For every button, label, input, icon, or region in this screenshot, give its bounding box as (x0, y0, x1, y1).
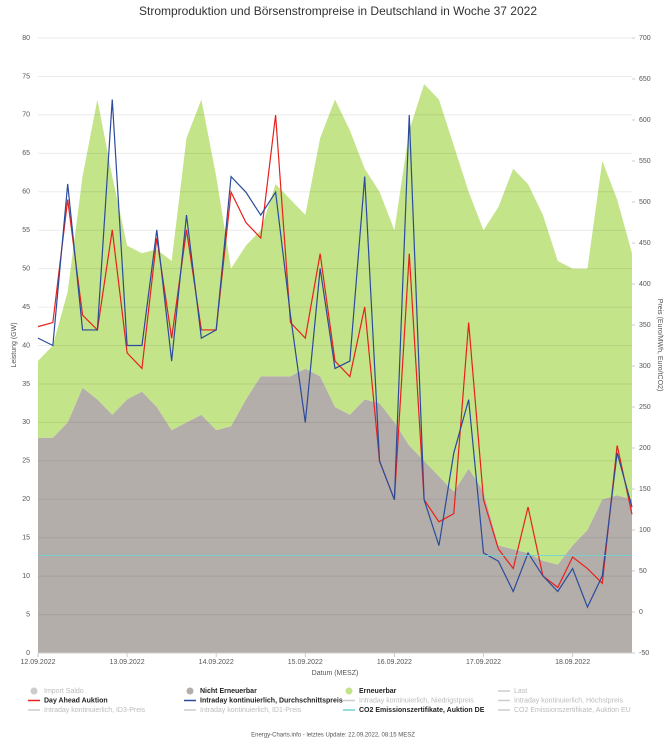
y-tick-label: 20 (22, 496, 30, 503)
y2-tick-label: 250 (639, 404, 651, 411)
chart-title: Stromproduktion und Börsenstrompreise in… (139, 4, 537, 18)
line (37, 99, 633, 609)
legend-label: Intraday kontinuierlich, ID1-Preis (200, 707, 302, 714)
footer: Energy-Charts.info - letztes Update: 22.… (251, 733, 415, 739)
y-tick-label: 55 (22, 227, 30, 234)
y2-tick-label: 0 (639, 609, 643, 616)
y-tick-label: 10 (22, 573, 30, 580)
y-tick-label: 70 (22, 112, 30, 119)
y-tick-label: 60 (22, 189, 30, 196)
x-tick-label: 14.09.2022 (199, 659, 234, 666)
legend-label: Last (514, 688, 527, 695)
legend-label: Import Saldo (44, 688, 84, 695)
y-tick-label: 15 (22, 535, 30, 542)
legend-label: Nicht Erneuerbar (200, 688, 257, 695)
y-tick-label: 45 (22, 304, 30, 311)
legend-label: Day Ahead Auktion (44, 697, 108, 704)
y2-tick-label: 600 (639, 117, 651, 124)
x-tick-label: 12.09.2022 (20, 659, 55, 666)
x-tick-label: 17.09.2022 (466, 659, 501, 666)
y2-tick-label: -50 (639, 650, 649, 657)
y2-tick-label: 700 (639, 35, 651, 42)
x-tick-label: 15.09.2022 (288, 659, 323, 666)
y-tick-label: 5 (26, 611, 30, 618)
y2-tick-label: 400 (639, 281, 651, 288)
y-tick-label: 0 (26, 650, 30, 657)
legend-label: Intraday kontinuierlich, ID3-Preis (44, 707, 146, 714)
y2-axis-label: Preis (Euro/MWh, Euro/tCO2) (656, 299, 663, 392)
y2-tick-label: 450 (639, 240, 651, 247)
legend-label: Intraday kontinuierlich, Niedrigstpreis (359, 697, 474, 704)
y2-tick-label: 350 (639, 322, 651, 329)
y2-tick-label: 50 (639, 568, 647, 575)
x-axis-label: Datum (MESZ) (312, 670, 359, 677)
legend-label: Erneuerbar (359, 688, 397, 695)
y-tick-label: 30 (22, 419, 30, 426)
x-tick-label: 13.09.2022 (110, 659, 145, 666)
y-axis-label: Leistung (GW) (11, 322, 18, 367)
legend-label: CO2 Emissionszertifikate, Auktion DE (359, 707, 485, 714)
legend-marker (30, 687, 38, 695)
y2-tick-label: 300 (639, 363, 651, 370)
legend-label: Intraday kontinuierlich, Höchstpreis (514, 697, 623, 704)
y-tick-label: 40 (22, 342, 30, 349)
y2-tick-label: 100 (639, 527, 651, 534)
y-tick-label: 65 (22, 150, 30, 157)
y2-tick-label: 500 (639, 199, 651, 206)
y-tick-label: 25 (22, 458, 30, 465)
legend-marker (345, 687, 353, 695)
y2-tick-label: 550 (639, 158, 651, 165)
legend-label: CO2 Emissionszertifikate, Auktion EU (514, 707, 631, 714)
y-tick-label: 75 (22, 73, 30, 80)
y2-tick-label: 150 (639, 486, 651, 493)
legend-marker (186, 687, 194, 695)
legend-label: Intraday kontinuierlich, Durchschnittspr… (200, 697, 343, 704)
x-tick-label: 18.09.2022 (555, 659, 590, 666)
y2-tick-label: 200 (639, 445, 651, 452)
area (38, 84, 632, 565)
line (37, 115, 633, 589)
y-tick-label: 80 (22, 35, 30, 42)
y2-tick-label: 650 (639, 76, 651, 83)
y-tick-label: 50 (22, 265, 30, 272)
area (38, 368, 632, 653)
y-tick-label: 35 (22, 381, 30, 388)
x-tick-label: 16.09.2022 (377, 659, 412, 666)
